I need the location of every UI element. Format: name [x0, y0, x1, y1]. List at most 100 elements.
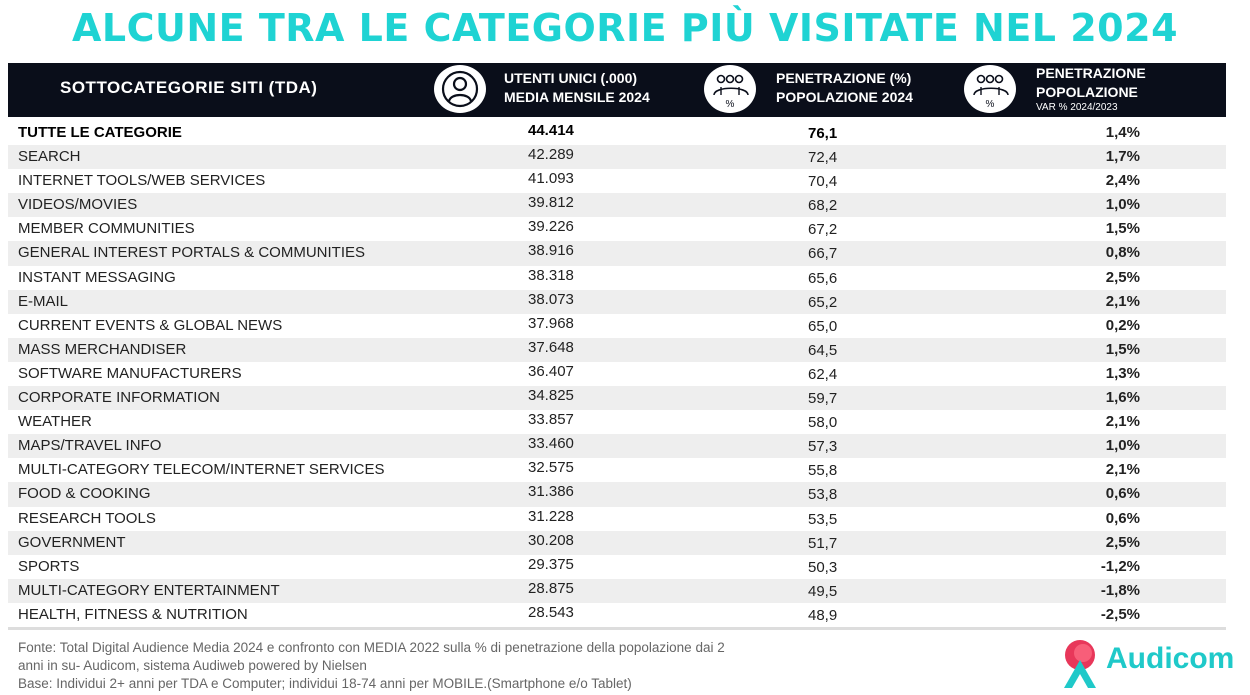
- table-row: SEARCH 42.289 72,4 1,7%: [8, 145, 1226, 170]
- audicom-logo: Audicom: [1058, 638, 1244, 690]
- row-category: FOOD & COOKING: [18, 485, 151, 503]
- row-category: GOVERNMENT: [18, 533, 126, 551]
- svg-text:%: %: [726, 99, 735, 110]
- row-users: 33.857: [528, 411, 574, 429]
- table-row: MAPS/TRAVEL INFO 33.460 57,3 1,0%: [8, 434, 1226, 459]
- table-row: GENERAL INTEREST PORTALS & COMMUNITIES 38…: [8, 241, 1226, 266]
- table-row: FOOD & COOKING 31.386 53,8 0,6%: [8, 482, 1226, 507]
- row-category: SPORTS: [18, 557, 80, 575]
- table-header: SOTTOCATEGORIE SITI (TDA) UTENTI UNICI (…: [8, 63, 1226, 117]
- base-note: Base: Individui 2+ anni per TDA e Comput…: [18, 676, 632, 691]
- row-users: 31.386: [528, 483, 574, 501]
- table-body: TUTTE LE CATEGORIE 44.414 76,1 1,4% SEARCH 42…: [8, 121, 1226, 627]
- row-users: 36.407: [528, 362, 574, 380]
- page-title: ALCUNE TRA LE CATEGORIE PIÙ VISITATE NEL…: [71, 6, 1179, 50]
- group-percent-icon: %: [704, 65, 756, 113]
- row-category: HEALTH, FITNESS & NUTRITION: [18, 605, 248, 623]
- row-variation: -2,5%: [1100, 605, 1140, 623]
- group-percent-icon: %: [964, 65, 1016, 113]
- source-note-line2: anni in su- Audicom, sistema Audiweb pow…: [18, 658, 367, 673]
- row-variation: 2,5%: [1105, 533, 1140, 551]
- row-category: MAPS/TRAVEL INFO: [18, 437, 162, 455]
- row-penetration: 65,0: [808, 317, 838, 335]
- row-variation: 1,5%: [1105, 340, 1140, 358]
- row-variation: 2,5%: [1105, 268, 1140, 286]
- row-penetration: 53,8: [808, 486, 838, 504]
- row-variation: 2,1%: [1105, 413, 1140, 431]
- row-variation: 0,6%: [1105, 509, 1140, 527]
- row-users: 38.318: [528, 266, 574, 284]
- header-variation: PENETRAZIONE POPOLAZIONE VAR % 2024/2023: [1036, 65, 1146, 113]
- row-penetration: 50,3: [808, 558, 838, 576]
- row-variation: 1,3%: [1105, 364, 1140, 382]
- row-users: 42.289: [528, 146, 574, 164]
- row-penetration: 57,3: [808, 438, 838, 456]
- row-category: SOFTWARE MANUFACTURERS: [18, 364, 242, 382]
- row-penetration: 65,6: [808, 269, 838, 287]
- table-row: E-MAIL 38.073 65,2 2,1%: [8, 289, 1226, 314]
- row-variation: 2,4%: [1105, 172, 1140, 190]
- source-note-line1: Fonte: Total Digital Audience Media 2024…: [18, 640, 725, 655]
- row-users: 32.575: [528, 459, 574, 477]
- table-row: INSTANT MESSAGING 38.318 65,6 2,5%: [8, 266, 1226, 290]
- row-penetration: 58,0: [808, 414, 838, 432]
- row-variation: 1,5%: [1105, 220, 1140, 238]
- row-users: 33.460: [528, 435, 574, 453]
- table-row: RESEARCH TOOLS 31.228 53,5 0,6%: [8, 507, 1226, 531]
- row-category: MULTI-CATEGORY ENTERTAINMENT: [18, 581, 280, 599]
- row-variation: -1,2%: [1100, 557, 1140, 575]
- row-category: MULTI-CATEGORY TELECOM/INTERNET SERVICES: [18, 461, 385, 479]
- table-row: CURRENT EVENTS & GLOBAL NEWS 37.968 65,0 0,…: [8, 314, 1226, 338]
- logo-text: Audicom: [1106, 642, 1235, 675]
- row-penetration: 72,4: [808, 149, 838, 167]
- row-category: INTERNET TOOLS/WEB SERVICES: [18, 172, 266, 190]
- row-variation: 1,7%: [1105, 148, 1140, 166]
- row-variation: -1,8%: [1100, 581, 1140, 599]
- row-users: 39.226: [528, 218, 574, 236]
- table-row: WEATHER 33.857 58,0 2,1%: [8, 410, 1226, 434]
- row-category: MEMBER COMMUNITIES: [18, 220, 195, 238]
- row-users: 28.543: [528, 603, 574, 621]
- table-row: MULTI-CATEGORY TELECOM/INTERNET SERVICES…: [8, 458, 1226, 482]
- row-penetration: 76,1: [808, 125, 838, 142]
- row-penetration: 48,9: [808, 606, 838, 624]
- row-category: CURRENT EVENTS & GLOBAL NEWS: [18, 316, 283, 334]
- table-row: GOVERNMENT 30.208 51,7 2,5%: [8, 530, 1226, 555]
- row-category: WEATHER: [18, 413, 92, 431]
- row-category: MASS MERCHANDISER: [18, 340, 187, 358]
- row-users: 38.073: [528, 290, 574, 308]
- table-row: CORPORATE INFORMATION 34.825 59,7 1,6%: [8, 386, 1226, 411]
- row-category: VIDEOS/MOVIES: [18, 196, 138, 214]
- header-penetration: PENETRAZIONE (%) POPOLAZIONE 2024: [776, 70, 913, 105]
- row-users: 44.414: [528, 122, 574, 139]
- row-users: 34.825: [528, 387, 574, 405]
- table-row: VIDEOS/MOVIES 39.812 68,2 1,0%: [8, 193, 1226, 218]
- row-penetration: 55,8: [808, 462, 838, 480]
- row-variation: 2,1%: [1105, 461, 1140, 479]
- header-category: SOTTOCATEGORIE SITI (TDA): [60, 78, 318, 97]
- table-row: HEALTH, FITNESS & NUTRITION 28.543 48,9 -2,…: [8, 603, 1226, 627]
- row-penetration: 68,2: [808, 197, 838, 215]
- table-row: MEMBER COMMUNITIES 39.226 67,2 1,5%: [8, 217, 1226, 241]
- audicom-logo-mark: [1064, 640, 1096, 688]
- row-users: 30.208: [528, 531, 574, 549]
- table-row: MULTI-CATEGORY ENTERTAINMENT 28.875 49,5 -1…: [8, 578, 1226, 603]
- row-variation: 0,8%: [1105, 244, 1140, 262]
- row-category: TUTTE LE CATEGORIE: [18, 124, 182, 141]
- row-penetration: 49,5: [808, 582, 838, 600]
- row-penetration: 67,2: [808, 221, 838, 239]
- table-row: SPORTS 29.375 50,3 -1,2%: [8, 555, 1226, 579]
- table-row: MASS MERCHANDISER 37.648 64,5 1,5%: [8, 337, 1226, 362]
- row-variation: 1,4%: [1105, 124, 1140, 141]
- footer-divider: [8, 627, 1226, 630]
- row-penetration: 64,5: [808, 341, 838, 359]
- header-users: UTENTI UNICI (.000) MEDIA MENSILE 2024: [504, 70, 650, 105]
- table-row: SOFTWARE MANUFACTURERS 36.407 62,4 1,3%: [8, 362, 1226, 386]
- row-penetration: 51,7: [808, 534, 838, 552]
- row-users: 37.648: [528, 338, 574, 356]
- row-category: CORPORATE INFORMATION: [18, 389, 220, 407]
- row-variation: 0,2%: [1105, 316, 1140, 334]
- row-variation: 1,6%: [1105, 389, 1140, 407]
- row-variation: 1,0%: [1105, 437, 1140, 455]
- row-category: E-MAIL: [18, 292, 69, 310]
